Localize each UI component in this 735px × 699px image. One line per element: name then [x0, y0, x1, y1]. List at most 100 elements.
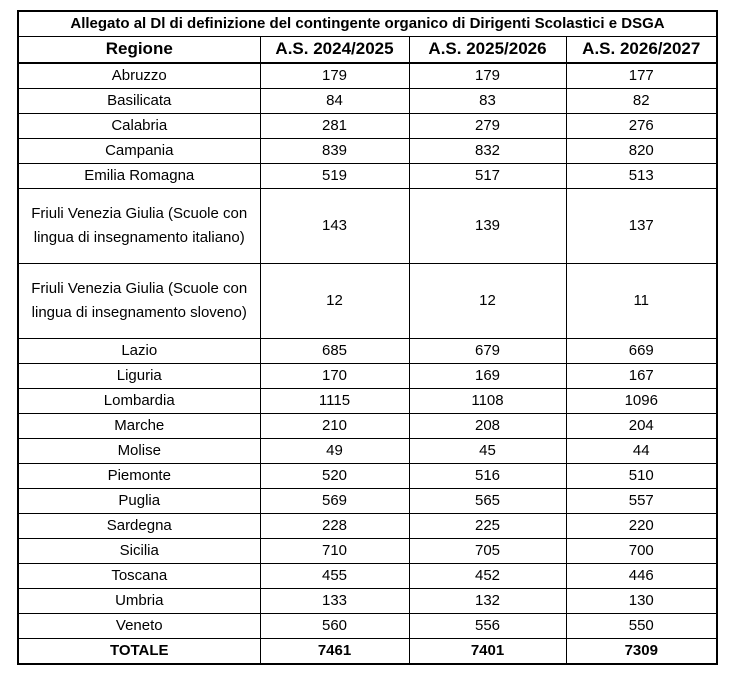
value-cell: 550	[565, 612, 718, 639]
value-cell: 557	[565, 487, 718, 514]
value-cell: 220	[565, 512, 718, 539]
value-cell: 179	[259, 62, 410, 89]
region-cell: Molise	[17, 437, 261, 464]
value-cell: 45	[408, 437, 567, 464]
value-cell: 705	[408, 537, 567, 564]
table-row: Abruzzo 179 179 177	[17, 62, 718, 89]
value-cell: 49	[259, 437, 410, 464]
region-cell: Puglia	[17, 487, 261, 514]
region-cell: Veneto	[17, 612, 261, 639]
table-footer: TOTALE 7461 7401 7309	[17, 637, 718, 664]
table-row: Campania 839 832 820	[17, 137, 718, 164]
table-row: Marche 210 208 204	[17, 412, 718, 439]
value-cell: 832	[408, 137, 567, 164]
region-cell: Lombardia	[17, 387, 261, 414]
value-cell: 170	[259, 362, 410, 389]
table-row: Toscana 455 452 446	[17, 562, 718, 589]
value-cell: 556	[408, 612, 567, 639]
region-cell: Emilia Romagna	[17, 162, 261, 189]
value-cell: 276	[565, 112, 718, 139]
value-cell: 179	[408, 62, 567, 89]
value-cell: 228	[259, 512, 410, 539]
table-row: Puglia 569 565 557	[17, 487, 718, 514]
table-row: Basilicata 84 83 82	[17, 87, 718, 114]
value-cell: 281	[259, 112, 410, 139]
value-cell: 565	[408, 487, 567, 514]
value-cell: 455	[259, 562, 410, 589]
region-cell: Marche	[17, 412, 261, 439]
table-row: Calabria 281 279 276	[17, 112, 718, 139]
region-cell: Toscana	[17, 562, 261, 589]
column-header-as-2025-2026: A.S. 2025/2026	[408, 36, 567, 64]
region-cell: Abruzzo	[17, 62, 261, 89]
table-body: Abruzzo 179 179 177 Basilicata 84 83 82 …	[17, 62, 718, 639]
value-cell: 130	[565, 587, 718, 614]
total-value-2024-2025: 7461	[259, 637, 410, 664]
value-cell: 169	[408, 362, 567, 389]
value-cell: 679	[408, 337, 567, 364]
total-value-2025-2026: 7401	[408, 637, 567, 664]
value-cell: 519	[259, 162, 410, 189]
value-cell: 225	[408, 512, 567, 539]
value-cell: 210	[259, 412, 410, 439]
value-cell: 516	[408, 462, 567, 489]
table-row: Lombardia 1115 1108 1096	[17, 387, 718, 414]
column-header-as-2024-2025: A.S. 2024/2025	[259, 36, 410, 64]
region-cell: Sicilia	[17, 537, 261, 564]
table-row: Piemonte 520 516 510	[17, 462, 718, 489]
value-cell: 839	[259, 137, 410, 164]
region-cell: Umbria	[17, 587, 261, 614]
header-row: Regione A.S. 2024/2025 A.S. 2025/2026 A.…	[17, 36, 718, 64]
value-cell: 685	[259, 337, 410, 364]
total-value-2026-2027: 7309	[565, 637, 718, 664]
value-cell: 820	[565, 137, 718, 164]
table-row: Emilia Romagna 519 517 513	[17, 162, 718, 189]
value-cell: 1096	[565, 387, 718, 414]
table-row: Friuli Venezia Giulia (Scuole con lingua…	[17, 187, 718, 264]
table-row: Veneto 560 556 550	[17, 612, 718, 639]
value-cell: 1108	[408, 387, 567, 414]
table-row: Lazio 685 679 669	[17, 337, 718, 364]
region-cell: Liguria	[17, 362, 261, 389]
value-cell: 132	[408, 587, 567, 614]
value-cell: 143	[259, 187, 410, 264]
value-cell: 208	[408, 412, 567, 439]
value-cell: 84	[259, 87, 410, 114]
value-cell: 520	[259, 462, 410, 489]
column-header-as-2026-2027: A.S. 2026/2027	[565, 36, 718, 64]
value-cell: 133	[259, 587, 410, 614]
value-cell: 12	[408, 262, 567, 339]
value-cell: 83	[408, 87, 567, 114]
table-row: Liguria 170 169 167	[17, 362, 718, 389]
value-cell: 446	[565, 562, 718, 589]
value-cell: 167	[565, 362, 718, 389]
value-cell: 1115	[259, 387, 410, 414]
value-cell: 669	[565, 337, 718, 364]
value-cell: 513	[565, 162, 718, 189]
value-cell: 44	[565, 437, 718, 464]
value-cell: 12	[259, 262, 410, 339]
table-row: Umbria 133 132 130	[17, 587, 718, 614]
value-cell: 710	[259, 537, 410, 564]
table-row: Sardegna 228 225 220	[17, 512, 718, 539]
table-row: Sicilia 710 705 700	[17, 537, 718, 564]
table-row: Friuli Venezia Giulia (Scuole con lingua…	[17, 262, 718, 339]
region-cell: Friuli Venezia Giulia (Scuole con lingua…	[17, 262, 261, 339]
region-cell: Friuli Venezia Giulia (Scuole con lingua…	[17, 187, 261, 264]
value-cell: 700	[565, 537, 718, 564]
document-title: Allegato al Dl di definizione del contin…	[17, 10, 718, 37]
region-cell: Piemonte	[17, 462, 261, 489]
value-cell: 204	[565, 412, 718, 439]
value-cell: 137	[565, 187, 718, 264]
value-cell: 177	[565, 62, 718, 89]
table-row: Molise 49 45 44	[17, 437, 718, 464]
contingente-organico-table: Allegato al Dl di definizione del contin…	[17, 10, 718, 665]
title-row: Allegato al Dl di definizione del contin…	[17, 10, 718, 37]
region-cell: Campania	[17, 137, 261, 164]
value-cell: 569	[259, 487, 410, 514]
total-row: TOTALE 7461 7401 7309	[17, 637, 718, 664]
value-cell: 82	[565, 87, 718, 114]
region-cell: Sardegna	[17, 512, 261, 539]
value-cell: 11	[565, 262, 718, 339]
table-head: Allegato al Dl di definizione del contin…	[17, 10, 718, 64]
